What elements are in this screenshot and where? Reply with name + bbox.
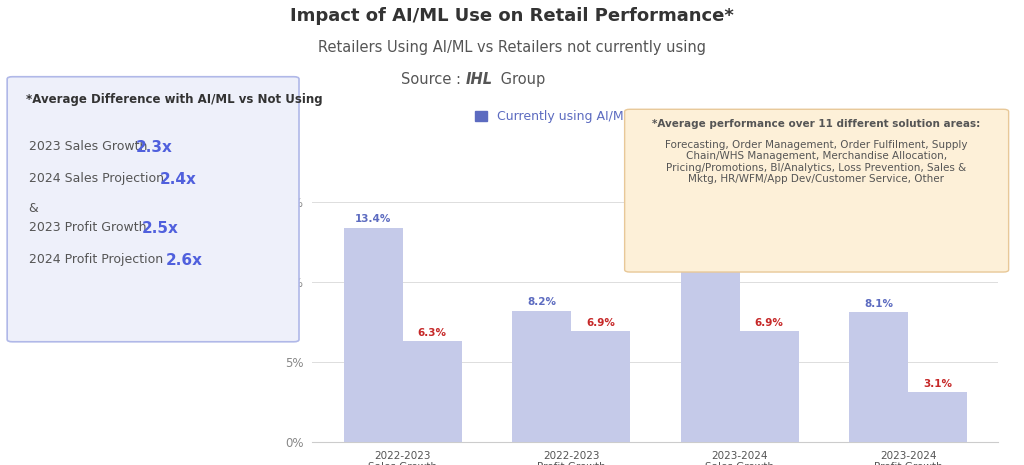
- Bar: [512, 311, 571, 442]
- Bar: [571, 332, 630, 442]
- Text: 13.4%: 13.4%: [355, 214, 391, 225]
- Legend: Currently using AI/ML, Not currently using AI/ML: Currently using AI/ML, Not currently usi…: [470, 105, 841, 128]
- Text: 8.1%: 8.1%: [864, 299, 893, 309]
- Text: 6.3%: 6.3%: [418, 328, 446, 338]
- Bar: [739, 332, 799, 442]
- Text: Source :: Source :: [401, 72, 466, 87]
- Text: 2023 Sales Growth: 2023 Sales Growth: [29, 140, 152, 153]
- Text: Group: Group: [496, 72, 545, 87]
- Text: *Average Difference with AI/ML vs Not Using: *Average Difference with AI/ML vs Not Us…: [26, 93, 323, 106]
- Text: 2023 Profit Growth: 2023 Profit Growth: [29, 221, 151, 234]
- Text: 6.9%: 6.9%: [755, 318, 783, 328]
- Text: 2.4x: 2.4x: [160, 172, 197, 187]
- Text: Impact of AI/ML Use on Retail Performance*: Impact of AI/ML Use on Retail Performanc…: [290, 7, 734, 25]
- Text: 8.2%: 8.2%: [527, 298, 556, 307]
- Bar: [849, 312, 908, 442]
- Text: 2024 Sales Projection: 2024 Sales Projection: [29, 172, 168, 185]
- Bar: [343, 227, 402, 442]
- Text: &: &: [29, 202, 39, 215]
- Text: 2024 Profit Projection: 2024 Profit Projection: [29, 253, 167, 266]
- Text: *Average performance over 11 different solution areas:: *Average performance over 11 different s…: [652, 119, 980, 129]
- Text: IHL: IHL: [466, 72, 493, 87]
- Text: Forecasting, Order Management, Order Fulfilment, Supply
Chain/WHS Management, Me: Forecasting, Order Management, Order Ful…: [665, 140, 968, 184]
- Text: Retailers Using AI/ML vs Retailers not currently using: Retailers Using AI/ML vs Retailers not c…: [318, 40, 706, 54]
- Bar: [681, 215, 739, 442]
- Text: 2.5x: 2.5x: [141, 221, 178, 236]
- Text: 14.2%: 14.2%: [692, 201, 728, 212]
- Bar: [908, 392, 968, 442]
- Text: 6.9%: 6.9%: [586, 318, 615, 328]
- Bar: [402, 341, 462, 442]
- Text: 2.6x: 2.6x: [165, 253, 203, 268]
- Text: 3.1%: 3.1%: [924, 379, 952, 389]
- Text: 2.3x: 2.3x: [135, 140, 172, 154]
